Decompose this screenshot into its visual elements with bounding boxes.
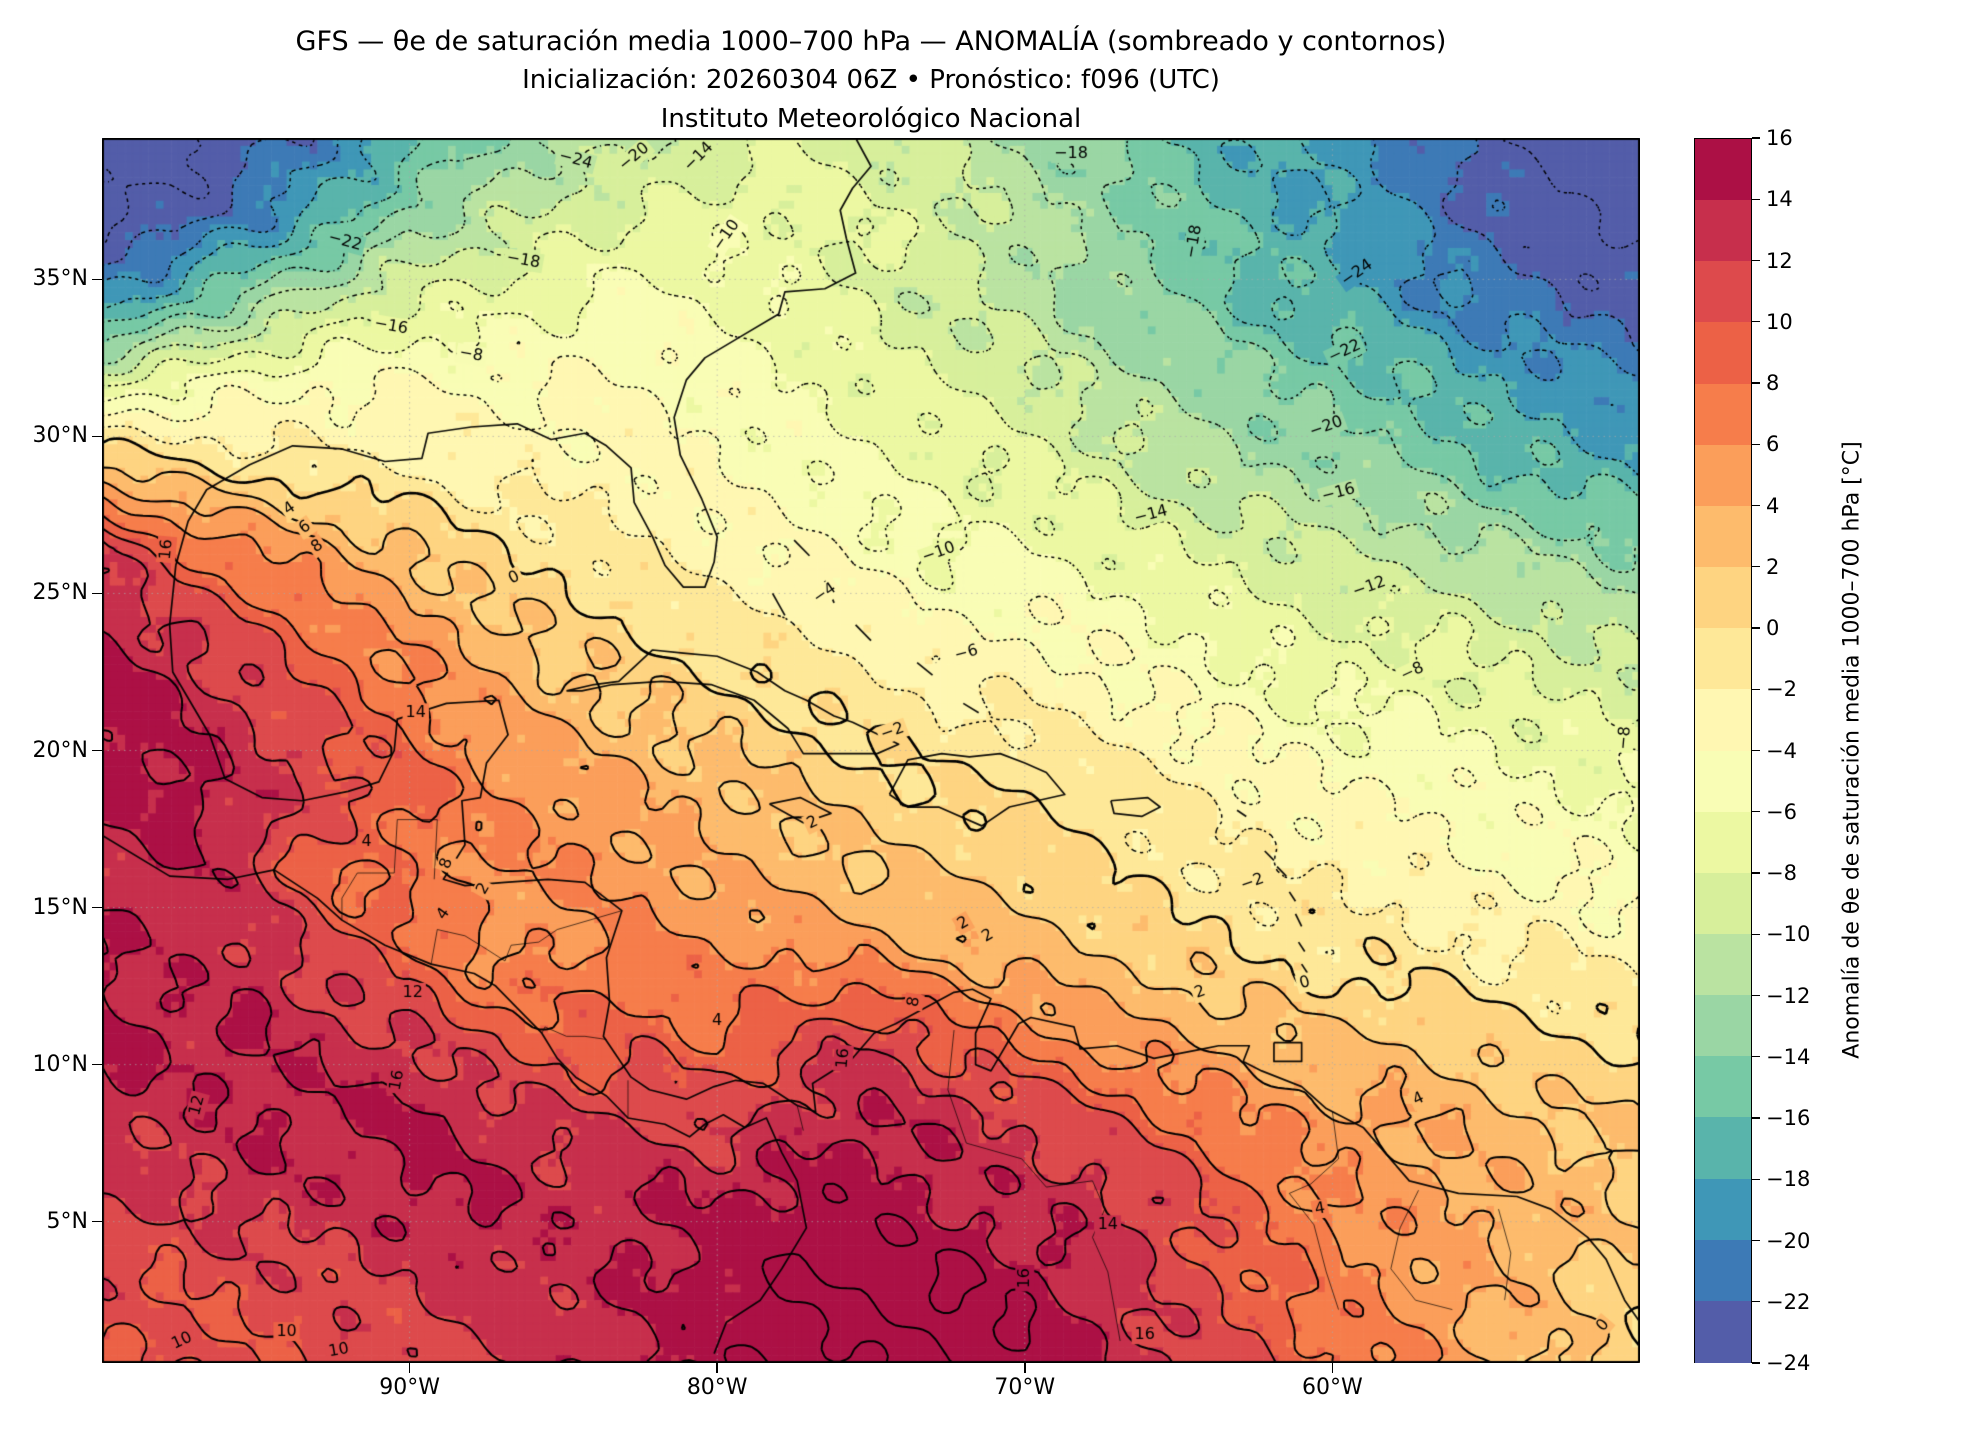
colorbar-tick-label: 6 bbox=[1766, 432, 1780, 457]
colorbar-tick-mark bbox=[1752, 994, 1760, 997]
colorbar-band bbox=[1695, 872, 1751, 935]
colorbar-tick-label: −18 bbox=[1766, 1167, 1811, 1192]
y-tick-mark bbox=[92, 278, 102, 281]
colorbar-tick-mark bbox=[1752, 1239, 1760, 1242]
colorbar-tick-label: −14 bbox=[1766, 1044, 1811, 1069]
colorbar-tick-mark bbox=[1752, 504, 1760, 507]
colorbar-tick-label: −16 bbox=[1766, 1106, 1811, 1130]
x-tick-mark bbox=[1024, 1363, 1026, 1373]
colorbar-tick-label: −10 bbox=[1766, 922, 1811, 947]
colorbar-band bbox=[1695, 200, 1751, 262]
x-tick-mark bbox=[408, 1363, 411, 1373]
colorbar-tick-label: 0 bbox=[1766, 616, 1780, 640]
colorbar-tick-label: −4 bbox=[1766, 738, 1797, 763]
colorbar-band bbox=[1695, 505, 1751, 568]
colorbar-band bbox=[1695, 689, 1751, 752]
y-tick-label: 20°N bbox=[32, 737, 88, 763]
colorbar-band bbox=[1695, 1300, 1751, 1363]
x-tick-mark bbox=[1331, 1363, 1334, 1373]
y-tick-label: 10°N bbox=[32, 1051, 88, 1077]
map-canvas bbox=[102, 138, 1640, 1363]
colorbar-tick-mark bbox=[1752, 1362, 1760, 1364]
chart-subtitle-institution: Instituto Meteorológico Nacional bbox=[660, 104, 1082, 134]
colorbar-tick-label: −12 bbox=[1766, 983, 1811, 1008]
colorbar-tick-mark bbox=[1752, 749, 1760, 752]
colorbar-tick-mark bbox=[1752, 382, 1760, 384]
colorbar-band bbox=[1695, 750, 1751, 813]
colorbar-tick-mark bbox=[1752, 933, 1760, 935]
colorbar-band bbox=[1695, 1117, 1751, 1180]
x-tick-label: 90°W bbox=[379, 1375, 440, 1400]
colorbar-tick-mark bbox=[1752, 872, 1760, 874]
chart-title: GFS — θe de saturación media 1000–700 hP… bbox=[295, 26, 1447, 57]
colorbar-band bbox=[1695, 1239, 1751, 1302]
colorbar-band bbox=[1695, 811, 1751, 874]
colorbar-band bbox=[1695, 261, 1751, 324]
colorbar-tick-label: 2 bbox=[1766, 554, 1780, 579]
colorbar-tick-label: −22 bbox=[1766, 1289, 1811, 1314]
y-tick-mark bbox=[92, 749, 102, 752]
y-tick-mark bbox=[92, 906, 102, 909]
colorbar-tick-label: −24 bbox=[1766, 1351, 1811, 1375]
y-tick-mark bbox=[92, 592, 102, 595]
colorbar-tick-label: 16 bbox=[1766, 126, 1793, 150]
colorbar-tick-label: −20 bbox=[1766, 1228, 1811, 1253]
y-tick-label: 35°N bbox=[32, 266, 88, 292]
colorbar-band bbox=[1695, 995, 1751, 1057]
y-tick-label: 25°N bbox=[32, 580, 88, 606]
y-tick-label: 5°N bbox=[46, 1208, 88, 1234]
colorbar-tick-mark bbox=[1752, 1178, 1760, 1180]
y-tick-mark bbox=[92, 1063, 102, 1066]
colorbar-tick-mark bbox=[1752, 259, 1760, 262]
colorbar-tick-label: 12 bbox=[1766, 248, 1793, 273]
y-tick-mark bbox=[92, 435, 102, 438]
y-tick-label: 30°N bbox=[32, 423, 88, 449]
colorbar-tick-mark bbox=[1752, 198, 1760, 200]
colorbar-band bbox=[1695, 933, 1751, 996]
colorbar-tick-label: 10 bbox=[1766, 309, 1793, 334]
y-tick-label: 15°N bbox=[32, 894, 88, 920]
colorbar-band bbox=[1695, 139, 1751, 201]
colorbar-tick-mark bbox=[1752, 566, 1760, 568]
colorbar-tick-mark bbox=[1752, 627, 1760, 629]
colorbar-tick-label: −8 bbox=[1766, 861, 1797, 885]
colorbar-band bbox=[1695, 322, 1751, 385]
y-tick-mark bbox=[92, 1220, 102, 1223]
chart-subtitle-init: Inicialización: 20260304 06Z • Pronóstic… bbox=[522, 65, 1220, 95]
colorbar-tick-mark bbox=[1752, 1117, 1760, 1119]
colorbar-tick-label: 8 bbox=[1766, 371, 1780, 395]
colorbar-band bbox=[1695, 1178, 1751, 1241]
colorbar-band bbox=[1695, 1056, 1751, 1118]
colorbar-tick-mark bbox=[1752, 321, 1760, 323]
colorbar-tick-label: 14 bbox=[1766, 187, 1793, 212]
colorbar-tick-mark bbox=[1752, 137, 1760, 139]
colorbar-tick-mark bbox=[1752, 1301, 1760, 1303]
colorbar-band bbox=[1695, 628, 1751, 690]
colorbar-band bbox=[1695, 383, 1751, 446]
x-tick-label: 70°W bbox=[994, 1375, 1056, 1400]
colorbar-tick-label: −2 bbox=[1766, 677, 1797, 702]
x-tick-label: 80°W bbox=[686, 1375, 748, 1400]
colorbar-tick-mark bbox=[1752, 811, 1760, 813]
colorbar bbox=[1694, 138, 1752, 1363]
x-tick-label: 60°W bbox=[1302, 1375, 1363, 1400]
colorbar-label: Anomalía de θe de saturación media 1000–… bbox=[1839, 441, 1865, 1059]
colorbar-tick-label: 4 bbox=[1766, 493, 1780, 518]
colorbar-tick-mark bbox=[1752, 1056, 1760, 1058]
colorbar-tick-label: −6 bbox=[1766, 799, 1797, 824]
colorbar-tick-mark bbox=[1752, 443, 1760, 445]
colorbar-band bbox=[1695, 444, 1751, 507]
chart-title-block: GFS — θe de saturación media 1000–700 hP… bbox=[102, 22, 1640, 139]
x-tick-mark bbox=[716, 1363, 718, 1373]
colorbar-band bbox=[1695, 567, 1751, 629]
colorbar-tick-mark bbox=[1752, 688, 1760, 690]
